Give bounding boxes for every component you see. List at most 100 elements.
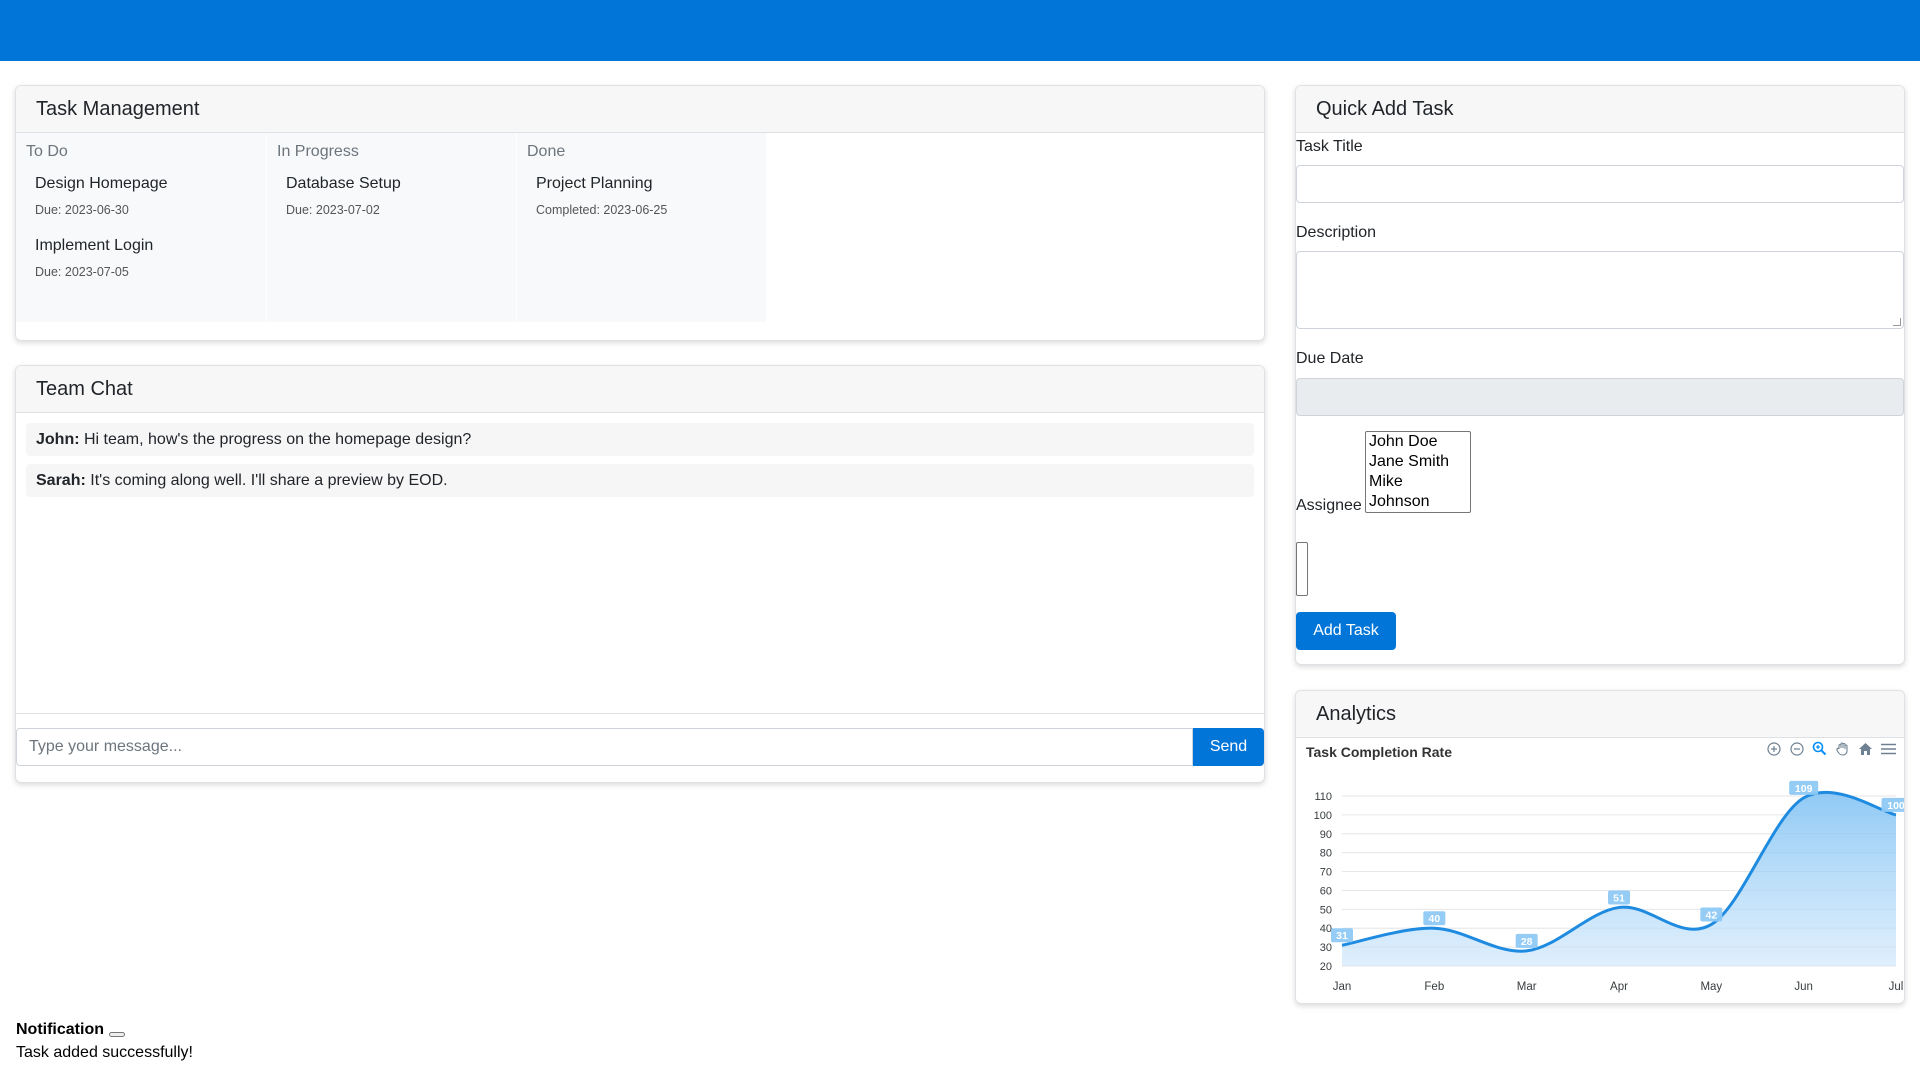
- task-card[interactable]: Design Homepage Due: 2023-06-30: [26, 175, 256, 217]
- task-card[interactable]: Project Planning Completed: 2023-06-25: [527, 175, 756, 217]
- area-fill: [1342, 792, 1896, 966]
- x-tick-label: Jun: [1794, 981, 1813, 993]
- column-title: Done: [527, 143, 566, 160]
- quick-add-header: Quick Add Task: [1296, 86, 1904, 133]
- task-card[interactable]: Implement Login Due: 2023-07-05: [26, 237, 256, 279]
- notification: Notification Task added successfully!: [16, 1021, 193, 1062]
- team-chat-card: Team Chat John: Hi team, how's the progr…: [15, 365, 1265, 783]
- data-label: 31: [1336, 930, 1348, 942]
- task-title: Implement Login: [35, 237, 154, 254]
- top-navbar: [0, 0, 1920, 61]
- column-title: In Progress: [277, 143, 359, 160]
- assignee-option[interactable]: Mike Johnson: [1369, 473, 1430, 510]
- y-tick-label: 80: [1320, 848, 1332, 860]
- task-management-header: Task Management: [16, 86, 1264, 133]
- x-tick-label: Jan: [1333, 981, 1352, 993]
- y-tick-label: 110: [1314, 791, 1332, 803]
- chart-toolbar: [1764, 739, 1898, 758]
- kanban-column-todo: To Do Design Homepage Due: 2023-06-30 Im…: [16, 133, 266, 322]
- team-chat-header: Team Chat: [16, 366, 1264, 413]
- data-label-bg: [1608, 890, 1630, 905]
- x-tick-label: May: [1700, 981, 1722, 993]
- task-title: Database Setup: [286, 175, 401, 192]
- message-author: John:: [36, 431, 80, 448]
- selection-zoom-icon[interactable]: [1810, 739, 1829, 758]
- resize-grip-icon[interactable]: [1893, 318, 1901, 326]
- task-card[interactable]: Database Setup Due: 2023-07-02: [277, 175, 506, 217]
- assignee-option[interactable]: John Doe: [1369, 433, 1438, 450]
- kanban-column-in-progress: In Progress Database Setup Due: 2023-07-…: [266, 133, 516, 322]
- data-label-bg: [1881, 797, 1904, 812]
- data-label: 42: [1705, 909, 1717, 921]
- analytics-card: Analytics Task Completion Rate 20 30 40 50 6…: [1295, 690, 1905, 1004]
- extra-textarea[interactable]: [1296, 542, 1308, 596]
- due-date-label: Due Date: [1296, 350, 1364, 367]
- chat-input-row: Type your message... Send: [16, 728, 1264, 766]
- analytics-title: Analytics: [1316, 702, 1397, 725]
- zoom-out-icon[interactable]: [1787, 739, 1806, 758]
- message-text: Hi team, how's the progress on the homep…: [84, 431, 472, 448]
- chart-title: Task Completion Rate: [1306, 744, 1452, 760]
- task-completed-date: Completed: 2023-06-25: [536, 203, 668, 217]
- x-tick-label: Apr: [1610, 981, 1628, 993]
- chat-message-input[interactable]: Type your message...: [16, 728, 1193, 766]
- chat-message: Sarah: It's coming along well. I'll shar…: [26, 464, 1254, 497]
- task-management-title: Task Management: [36, 97, 200, 120]
- due-date-input[interactable]: [1296, 378, 1904, 416]
- reset-home-icon[interactable]: [1856, 739, 1875, 758]
- kanban-column-done: Done Project Planning Completed: 2023-06…: [516, 133, 766, 322]
- data-label: 100: [1887, 800, 1904, 812]
- series-line: [1341, 790, 1897, 953]
- add-task-button[interactable]: Add Task: [1296, 612, 1396, 650]
- data-label-bg: [1423, 911, 1446, 926]
- data-label-bg: [1700, 907, 1723, 922]
- data-label: 28: [1521, 936, 1533, 948]
- x-tick-label: Mar: [1517, 981, 1537, 993]
- notification-message: Task added successfully!: [16, 1044, 193, 1061]
- y-tick-label: 20: [1320, 961, 1332, 973]
- column-title: To Do: [26, 143, 68, 160]
- x-tick-label: Jul: [1889, 981, 1904, 993]
- task-due-date: Due: 2023-07-02: [286, 203, 380, 217]
- team-chat-title: Team Chat: [36, 377, 133, 400]
- description-label: Description: [1296, 224, 1377, 241]
- y-tick-label: 90: [1320, 829, 1332, 841]
- y-tick-label: 30: [1320, 942, 1332, 954]
- assignee-label: Assignee: [1296, 497, 1362, 514]
- send-button[interactable]: Send: [1193, 728, 1264, 766]
- task-title-label: Task Title: [1296, 138, 1363, 155]
- message-text: It's coming along well. I'll share a pre…: [90, 472, 448, 489]
- notification-title: Notification: [16, 1021, 104, 1038]
- y-tick-label: 60: [1320, 885, 1332, 897]
- assignee-select[interactable]: John Doe Jane Smith Mike Johnson: [1365, 431, 1471, 513]
- assignee-option[interactable]: Jane Smith: [1369, 453, 1450, 470]
- task-title: Design Homepage: [35, 175, 168, 192]
- x-tick-label: Feb: [1424, 981, 1444, 993]
- notification-close-button[interactable]: [109, 1031, 125, 1037]
- menu-icon[interactable]: [1879, 739, 1898, 758]
- task-due-date: Due: 2023-06-30: [35, 203, 129, 217]
- y-tick-label: 100: [1314, 810, 1332, 822]
- data-label: 40: [1428, 913, 1440, 925]
- data-label-bg: [1331, 928, 1353, 943]
- task-completion-chart[interactable]: 20 30 40 50 60 70 80 90 100 110 Jan Feb Mar Apr May Jun…: [1296, 766, 1904, 1003]
- quick-add-task-card: Quick Add Task Task Title Description Du…: [1295, 85, 1905, 665]
- pan-hand-icon[interactable]: [1833, 739, 1852, 758]
- zoom-in-icon[interactable]: [1764, 739, 1783, 758]
- description-textarea[interactable]: [1296, 251, 1904, 329]
- message-author: Sarah:: [36, 472, 86, 489]
- task-title: Project Planning: [536, 175, 653, 192]
- y-tick-label: 70: [1320, 867, 1332, 879]
- task-management-card: Task Management To Do Design Homepage Du…: [15, 85, 1265, 341]
- y-tick-label: 40: [1320, 923, 1332, 935]
- data-label-bg: [1515, 933, 1538, 948]
- data-label: 109: [1795, 783, 1813, 795]
- analytics-header: Analytics: [1296, 691, 1904, 738]
- kanban-board: To Do Design Homepage Due: 2023-06-30 Im…: [16, 133, 766, 322]
- chat-messages[interactable]: John: Hi team, how's the progress on the…: [16, 413, 1264, 714]
- task-due-date: Due: 2023-07-05: [35, 265, 129, 279]
- quick-add-title: Quick Add Task: [1316, 97, 1454, 120]
- chat-message: John: Hi team, how's the progress on the…: [26, 423, 1254, 456]
- task-title-input[interactable]: [1296, 165, 1904, 203]
- data-label-bg: [1789, 780, 1819, 795]
